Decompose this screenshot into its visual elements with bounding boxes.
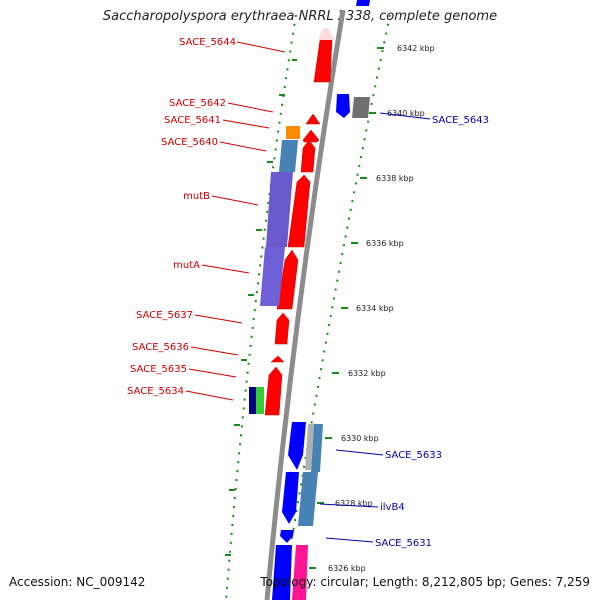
forward-gene-labels: SACE_5644 SACE_5642 SACE_5641 SACE_5640 … (127, 37, 236, 397)
kbp-label: 6332 kbp (348, 369, 386, 378)
kbp-label: 6328 kbp (335, 499, 373, 508)
gene-arrow-SACE_5636 (270, 355, 285, 363)
gene-box-SACE_5643-grey (352, 97, 370, 118)
gene-box-ilvB4-steelblue (298, 472, 318, 526)
gene-label: SACE_5633 (385, 450, 442, 461)
gene-label: SACE_5631 (375, 538, 432, 549)
outer-dotted-track (281, 14, 391, 600)
gene-arrow-SACE_5644-head (318, 28, 335, 40)
gene-arrow-mutB (287, 174, 311, 248)
gene-box-SACE_5641-orange (286, 126, 300, 139)
genome-backbone (264, 9, 346, 600)
gene-arrow-SACE_5634 (264, 366, 283, 416)
gene-box-blue-bottom (272, 545, 292, 600)
kbp-label: 6342 kbp (397, 44, 435, 53)
map-title: Saccharopolyspora erythraea NRRL 2338, c… (102, 9, 498, 24)
gene-box-SACE_5634-green (256, 387, 264, 414)
gene-label: SACE_5635 (130, 364, 187, 375)
reverse-label-lines (319, 112, 431, 543)
gene-label: SACE_5644 (179, 37, 236, 48)
gene-box-SACE_5640-steelblue (279, 140, 298, 172)
gene-box-mutB-purple (266, 172, 293, 247)
gene-label: SACE_5640 (161, 137, 218, 148)
kbp-label: 6340 kbp (387, 109, 425, 118)
gene-arrow-SACE_5644 (313, 39, 333, 83)
gene-arrow-SACE_5642 (305, 113, 321, 125)
gene-arrow-mutA (276, 249, 299, 310)
gene-label: SACE_5643 (432, 115, 489, 126)
gene-box-SACE_5633-steelblue (311, 424, 323, 472)
kbp-label: 6334 kbp (356, 304, 394, 313)
gene-label: mutA (173, 260, 200, 271)
accession-text: Accession: NC_009142 (9, 575, 146, 589)
inner-tick-marks (225, 59, 297, 556)
gene-label: mutB (183, 191, 210, 202)
reverse-gene-labels: SACE_5643 SACE_5633 ilvB4 SACE_5631 (375, 115, 489, 549)
forward-genes (264, 28, 335, 416)
gene-arrow-ilvB4 (282, 472, 299, 524)
forward-label-lines (185, 41, 286, 401)
kbp-scale-labels: 6342 kbp 6340 kbp 6338 kbp 6336 kbp 6334… (328, 44, 435, 573)
gene-box-SACE_5633-silver (305, 424, 314, 470)
kbp-label: 6330 kbp (341, 434, 379, 443)
kbp-label: 6338 kbp (376, 174, 414, 183)
topology-text: Topology: circular; Length: 8,212,805 bp… (260, 575, 590, 589)
gene-box-top-blue (356, 0, 370, 6)
reverse-genes (272, 0, 370, 600)
gene-box-mutA-purple (260, 247, 285, 306)
gene-arrow-SACE_5633 (288, 422, 306, 470)
gene-box-pink-bottom (292, 545, 308, 600)
kbp-label: 6336 kbp (366, 239, 404, 248)
kbp-label: 6326 kbp (328, 564, 366, 573)
gene-arrow-SACE_5640 (300, 139, 316, 173)
gene-label: SACE_5642 (169, 98, 226, 109)
outer-tick-marks (309, 47, 384, 569)
gene-label: SACE_5634 (127, 386, 184, 397)
gene-label: SACE_5641 (164, 115, 221, 126)
gene-arrow-SACE_5637 (274, 312, 290, 345)
gene-arrow-SACE_5641 (302, 129, 320, 143)
gene-label: SACE_5636 (132, 342, 189, 353)
gene-box-SACE_5634-navy (249, 387, 256, 414)
gene-arrow-SACE_5631 (280, 530, 294, 543)
gene-label: ilvB4 (380, 502, 405, 513)
gene-arrow-SACE_5643 (336, 94, 350, 118)
gene-label: SACE_5637 (136, 310, 193, 321)
